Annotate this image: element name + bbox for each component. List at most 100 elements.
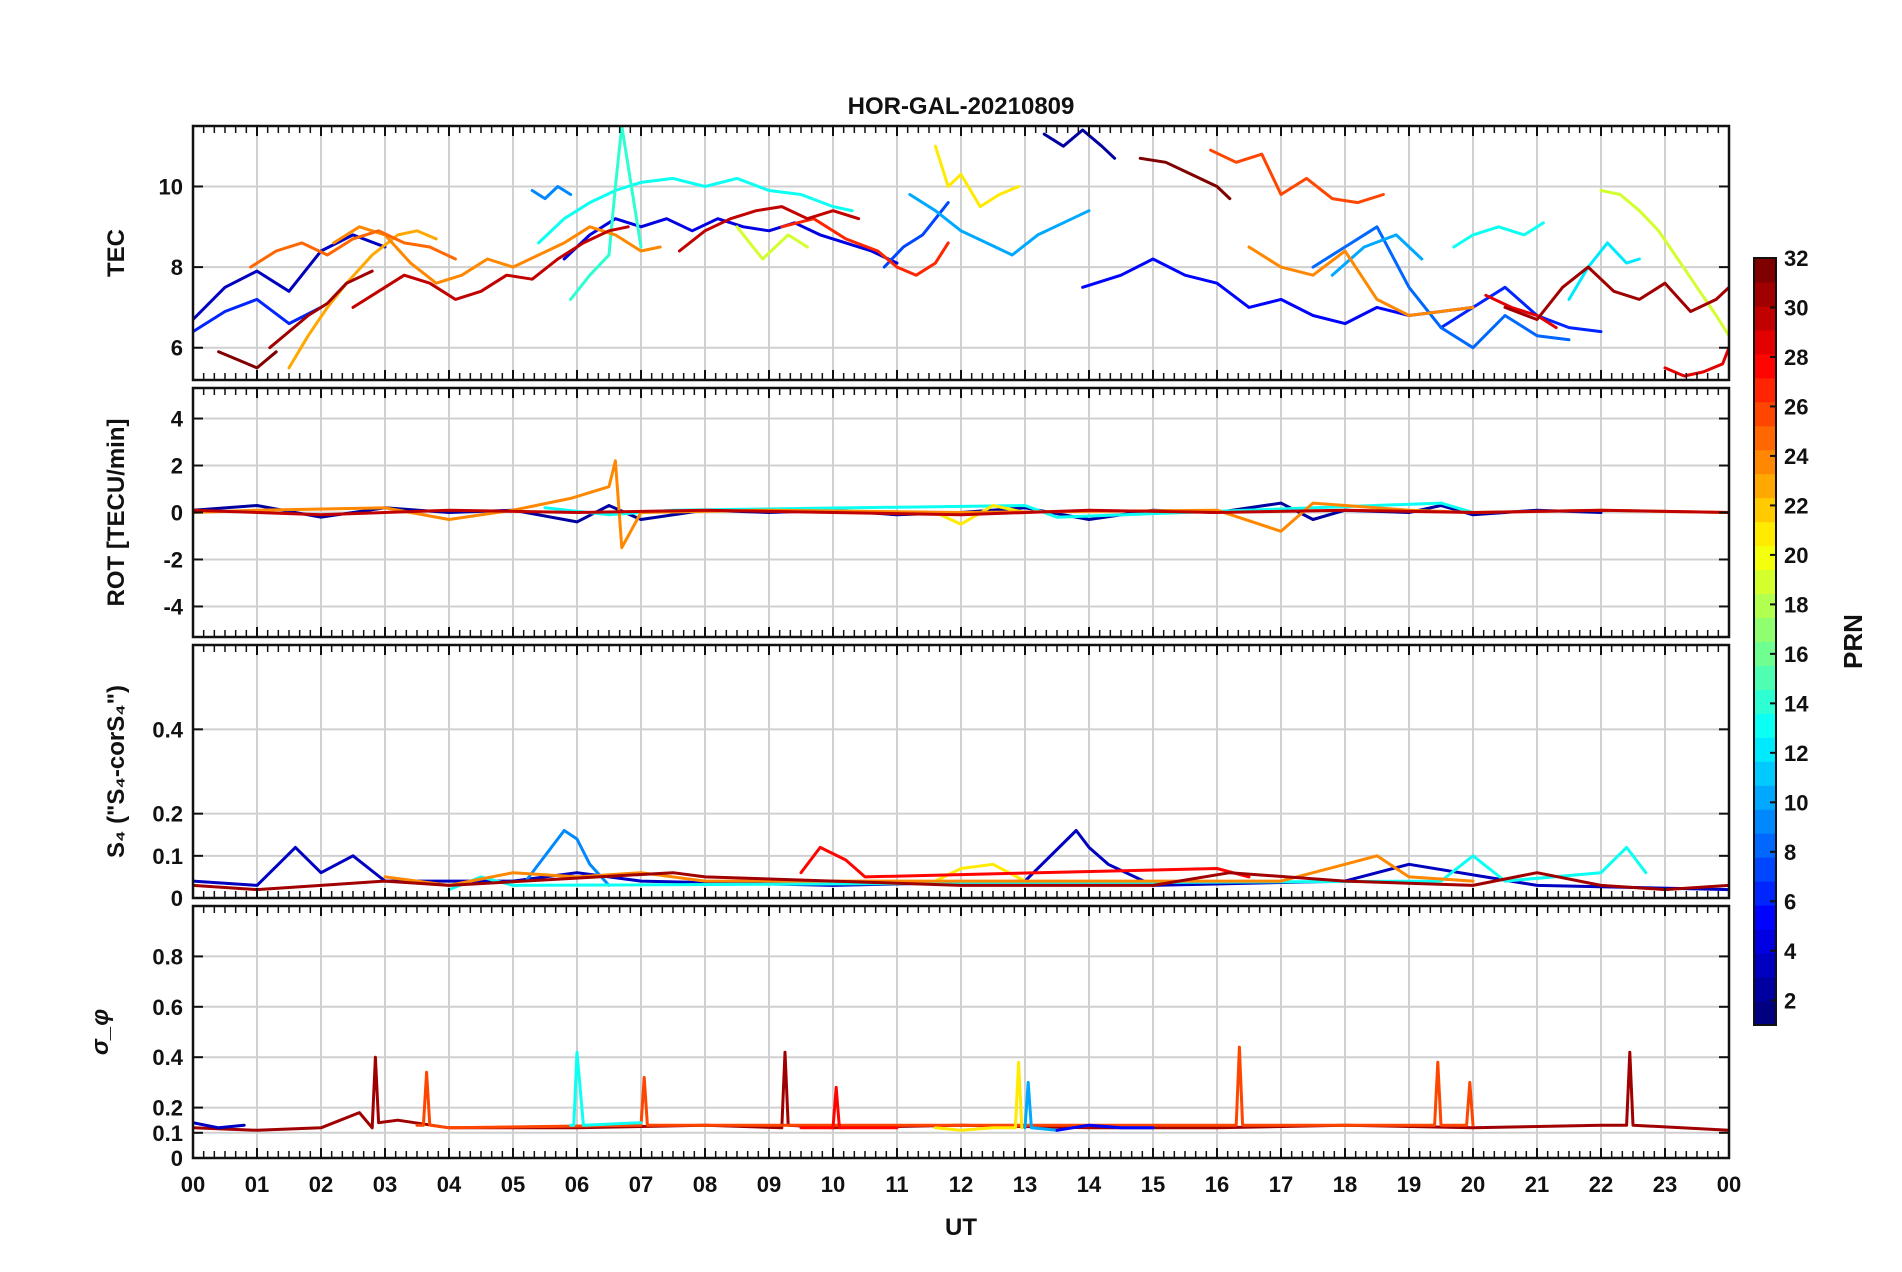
- axes-frame: [191, 643, 1731, 900]
- series-line-prn-21: [933, 1060, 1024, 1132]
- colorbar-swatch: [1754, 905, 1776, 930]
- x-tick-label: 03: [373, 1172, 397, 1197]
- colorbar-swatch: [1754, 281, 1776, 307]
- colorbar-swatch: [1754, 713, 1776, 738]
- panel-s4: 0 0.1 0.2 0.4 S₄ ("S₄-corS₄"): [103, 643, 1731, 911]
- series-group: [193, 126, 1729, 378]
- series-line-prn-28: [799, 845, 1251, 879]
- colorbar-swatch: [1754, 521, 1776, 547]
- panel-tec: 6 8 10 TEC: [103, 124, 1731, 382]
- y-tick-label: 10: [159, 174, 183, 199]
- x-tick-label: 21: [1525, 1172, 1549, 1197]
- y-tick-label: 0.2: [152, 1096, 183, 1121]
- series-line-prn-3: [193, 233, 387, 321]
- axes-frame: [191, 904, 1731, 1160]
- x-tick-label: 16: [1205, 1172, 1229, 1197]
- colorbar-tick-label: 26: [1784, 394, 1808, 419]
- x-tick-label: 05: [501, 1172, 525, 1197]
- series-line-prn-13: [569, 1050, 643, 1127]
- series-line-prn-13: [543, 501, 1475, 519]
- y-tick-label: 0.2: [152, 802, 183, 827]
- colorbar-tick-label: 30: [1784, 295, 1808, 320]
- colorbar-tick-label: 14: [1784, 691, 1809, 716]
- y-tick-label: 0.8: [152, 944, 183, 969]
- x-tick-label: 13: [1013, 1172, 1037, 1197]
- y-axis-label: TEC: [103, 229, 130, 277]
- x-tick-label: 17: [1269, 1172, 1293, 1197]
- series-line-prn-26: [1209, 148, 1385, 205]
- colorbar-swatch: [1754, 449, 1776, 475]
- series-line-prn-19: [1599, 189, 1729, 338]
- y-tick-label: 6: [171, 336, 183, 361]
- series-line-prn-13: [447, 845, 1648, 892]
- y-tick-label: -2: [163, 547, 183, 572]
- y-tick-label: 8: [171, 255, 183, 280]
- chart-title: HOR-GAL-20210809: [848, 93, 1075, 120]
- colorbar-swatch: [1754, 929, 1776, 954]
- colorbar-swatch: [1754, 689, 1776, 714]
- colorbar-tick-label: 32: [1784, 246, 1808, 271]
- y-tick-label: 4: [171, 407, 184, 432]
- colorbar-swatch: [1754, 305, 1776, 331]
- series-line-prn-14: [569, 126, 643, 301]
- axes-frame: [191, 124, 1731, 382]
- colorbar-tick-label: 2: [1784, 988, 1796, 1013]
- series-line-prn-23: [287, 229, 438, 370]
- colorbar-swatch: [1754, 761, 1776, 786]
- y-tick-label: 0: [171, 886, 183, 911]
- series-line-prn-26: [415, 1045, 1475, 1130]
- series-line-prn-24: [383, 854, 1475, 887]
- series-line-prn-9: [524, 829, 611, 887]
- colorbar-swatch: [1754, 977, 1776, 1002]
- colorbar-tick-label: 12: [1784, 741, 1808, 766]
- colorbar-swatch: [1754, 353, 1776, 379]
- x-tick-label: 08: [693, 1172, 717, 1197]
- colorbar-swatch: [1754, 857, 1776, 882]
- x-tick-label: 12: [949, 1172, 973, 1197]
- y-tick-label: 0.1: [152, 844, 183, 869]
- axes-frame: [191, 386, 1731, 639]
- series-line-prn-30: [677, 205, 861, 253]
- series-line-prn-31: [268, 269, 374, 350]
- y-tick-label: 0: [171, 501, 183, 526]
- series-line-prn-31: [193, 871, 1729, 892]
- series-line-prn-27: [780, 217, 950, 277]
- series-line-prn-31: [193, 1050, 1729, 1132]
- y-tick-label: 0: [171, 1146, 183, 1171]
- x-tick-label: 07: [629, 1172, 653, 1197]
- series-line-prn-31: [1503, 265, 1729, 321]
- series-line-prn-24: [332, 225, 662, 285]
- colorbar-tick-label: 6: [1784, 889, 1796, 914]
- colorbar-swatch: [1754, 953, 1776, 978]
- y-tick-label: -4: [163, 594, 183, 619]
- colorbar-swatch: [1754, 545, 1776, 571]
- series-group: [193, 829, 1729, 892]
- colorbar-label: PRN: [1838, 614, 1868, 669]
- series-line-prn-10: [1023, 1080, 1059, 1132]
- x-axis-label: UT: [945, 1214, 977, 1241]
- series-line-prn-3: [193, 1121, 246, 1130]
- series-line-prn-29: [1663, 346, 1729, 378]
- colorbar-swatch: [1754, 785, 1776, 810]
- series-line-prn-28: [799, 1085, 899, 1130]
- colorbar-swatch: [1754, 569, 1776, 595]
- colorbar-swatch: [1754, 881, 1776, 906]
- colorbar-swatch: [1754, 809, 1776, 834]
- colorbar-swatch: [1754, 1001, 1776, 1026]
- x-tick-label: 15: [1141, 1172, 1165, 1197]
- series-line-prn-13: [537, 176, 854, 245]
- y-tick-label: 0.4: [152, 717, 183, 742]
- series-line-prn-12: [1567, 241, 1641, 301]
- y-tick-label: 0.6: [152, 995, 183, 1020]
- series-line-prn-21: [933, 144, 1021, 209]
- series-line-prn-25: [249, 229, 457, 269]
- x-tick-label: 10: [821, 1172, 845, 1197]
- colorbar-tick-label: 24: [1784, 444, 1809, 469]
- series-group: [193, 459, 1729, 550]
- series-line-prn-10: [1330, 233, 1424, 277]
- series-line-prn-6: [1439, 285, 1603, 334]
- series-line-prn-7: [882, 201, 950, 269]
- series-line-prn-2: [1042, 128, 1117, 160]
- colorbar-swatch: [1754, 641, 1776, 666]
